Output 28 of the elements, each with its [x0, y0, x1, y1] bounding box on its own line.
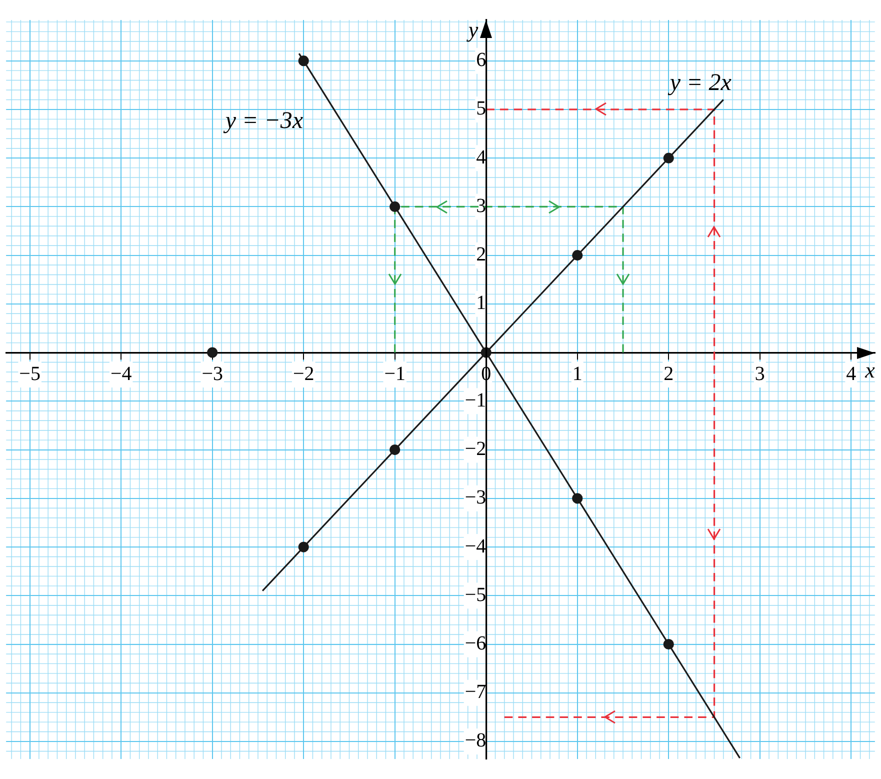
y-tick-label: −4: [464, 535, 486, 558]
y-tick-label: −7: [464, 681, 486, 704]
y-tick-label: −3: [464, 486, 486, 509]
x-tick-label: −4: [110, 362, 132, 385]
y-tick-label: −2: [464, 438, 486, 460]
x-tick-label: 3: [754, 362, 765, 385]
y-tick-label: 2: [476, 244, 486, 266]
y-axis-title: y: [466, 16, 478, 42]
x-tick-label: −5: [19, 362, 40, 385]
series-label: y = −3x: [223, 108, 304, 134]
x-tick-label: 2: [664, 362, 674, 385]
x-tick-label: −3: [202, 362, 223, 385]
x-tick-label: 4: [846, 362, 856, 385]
point: [207, 347, 218, 358]
x-tick-label: 1: [572, 362, 582, 385]
y-tick-label: −5: [464, 584, 486, 606]
y-tick-label: −1: [464, 389, 486, 412]
x-tick-label: −1: [384, 362, 406, 385]
y-tick-label: 1: [476, 292, 486, 314]
x-tick-label: −2: [292, 362, 314, 385]
y-tick-label: 3: [476, 194, 486, 217]
y-tick-label: −8: [464, 730, 486, 752]
x-axis-title: x: [864, 357, 876, 382]
y-tick-label: 5: [476, 98, 486, 120]
y-tick-label: 6: [476, 49, 486, 72]
y-tick-label: −6: [464, 632, 486, 655]
y-tick-label: 4: [476, 146, 486, 168]
series-label: y = 2x: [668, 70, 732, 96]
